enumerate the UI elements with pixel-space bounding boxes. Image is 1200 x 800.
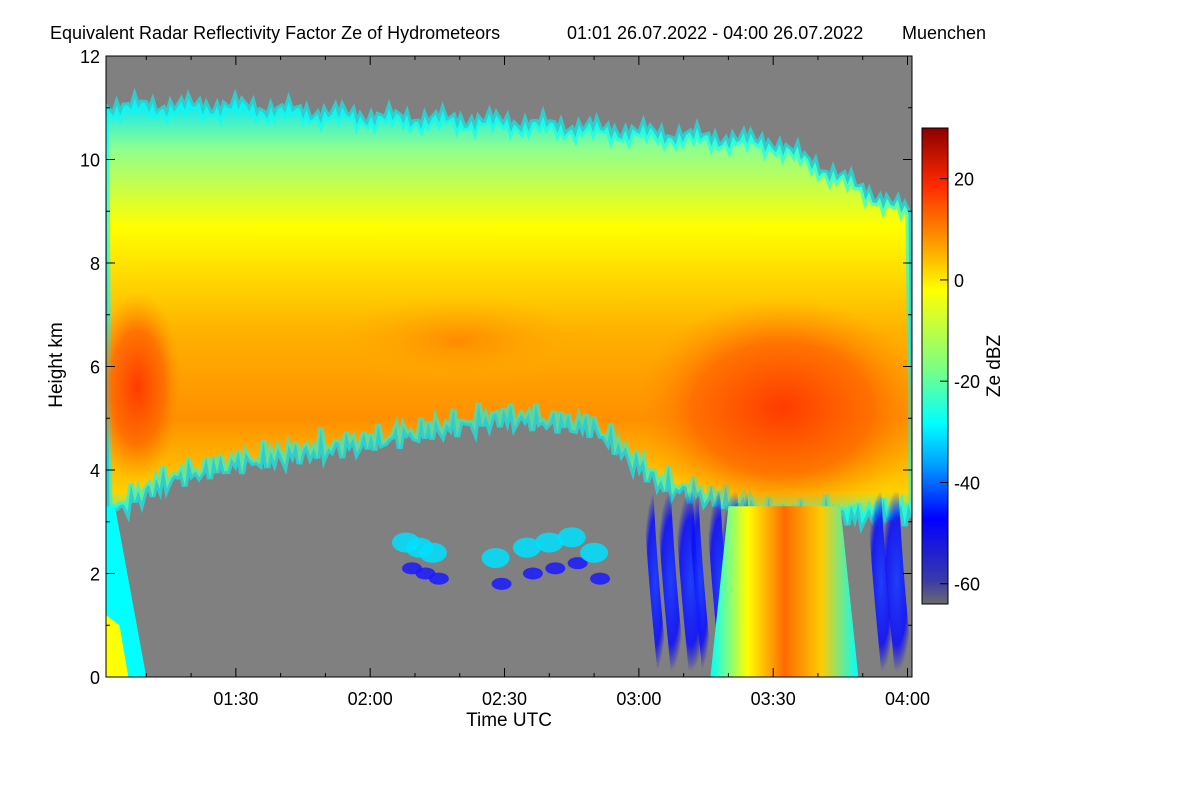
echo-speckle xyxy=(535,532,564,553)
plot-area xyxy=(106,56,912,677)
fall-streak xyxy=(688,490,713,672)
cloud-edge xyxy=(106,87,912,534)
echo-speckle xyxy=(418,542,447,563)
x-tick-label: 01:30 xyxy=(213,689,258,709)
colorbar-tick-label: -60 xyxy=(954,575,980,595)
echo-speckle xyxy=(428,572,449,585)
colorbar-bar xyxy=(921,127,949,605)
radar-echo-layer xyxy=(106,87,912,677)
y-tick-label: 10 xyxy=(80,151,100,171)
y-tick-label: 4 xyxy=(90,461,100,481)
precipitation-shaft xyxy=(710,506,859,677)
fall-streak xyxy=(867,490,896,672)
colorbar-ticks: 20 0 -20 -40 -60 xyxy=(940,170,980,595)
core-west xyxy=(106,292,183,483)
echo-speckle xyxy=(522,567,543,580)
y-tick-label: 2 xyxy=(90,565,100,585)
y-tick-label: 0 xyxy=(90,668,100,688)
echo-speckle xyxy=(545,562,566,575)
chart-location: Muenchen xyxy=(902,23,986,43)
x-tick-label: 02:30 xyxy=(482,689,527,709)
fall-streak xyxy=(656,490,685,672)
core-east xyxy=(632,297,912,518)
core-central xyxy=(329,295,590,386)
colorbar: 20 0 -20 -40 -60 Ze dBZ xyxy=(921,127,1005,605)
chart-title: Equivalent Radar Reflectivity Factor Ze … xyxy=(50,23,500,43)
x-tick-label: 03:00 xyxy=(616,689,661,709)
x-tick-label: 04:00 xyxy=(885,689,930,709)
y-tick-label: 8 xyxy=(90,254,100,274)
colorbar-tick-label: 20 xyxy=(954,170,974,190)
echo-speckle xyxy=(481,547,510,568)
echo-speckle xyxy=(557,527,586,548)
colorbar-tick-label: -20 xyxy=(954,372,980,392)
chart-time-range: 01:01 26.07.2022 - 04:00 26.07.2022 xyxy=(567,23,863,43)
echo-speckle xyxy=(567,557,588,570)
echo-speckle xyxy=(512,537,541,558)
surface-precip-left-core xyxy=(106,614,129,677)
y-tick-label: 12 xyxy=(80,47,100,67)
colorbar-tick-label: 0 xyxy=(954,271,964,291)
x-tick-label: 02:00 xyxy=(348,689,393,709)
echo-speckle xyxy=(590,572,611,585)
fall-streak xyxy=(880,490,912,672)
echo-speckle xyxy=(580,542,609,563)
x-tick-label: 03:30 xyxy=(751,689,796,709)
y-axis-label: Height km xyxy=(46,322,67,408)
fall-streak xyxy=(643,490,668,672)
x-axis: 01:30 02:00 02:30 03:00 03:30 04:00 xyxy=(145,56,930,709)
x-axis-label: Time UTC xyxy=(466,710,552,731)
colorbar-tick-label: -40 xyxy=(954,473,980,493)
echo-speckle xyxy=(491,577,512,590)
colorbar-label: Ze dBZ xyxy=(984,334,1005,397)
y-axis: 0 2 4 6 8 10 12 xyxy=(80,47,912,688)
y-tick-label: 6 xyxy=(90,358,100,378)
